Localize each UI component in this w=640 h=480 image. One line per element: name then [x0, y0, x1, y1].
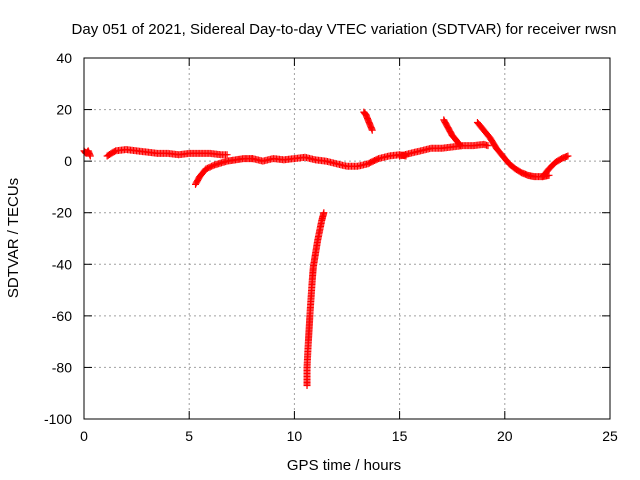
y-axis-label: SDTVAR / TECUs — [5, 178, 22, 298]
y-tick-label: 0 — [64, 153, 72, 169]
y-tick-label: -20 — [52, 205, 72, 221]
x-tick-label: 10 — [287, 428, 303, 444]
y-tick-label: -40 — [52, 256, 72, 272]
x-axis-label: GPS time / hours — [287, 457, 401, 474]
y-tick-label: -100 — [44, 411, 72, 427]
axis-ticks: 0 5 10 15 20 25 -100 -80 -60 -40 -20 0 20 40 — [44, 50, 618, 444]
y-tick-label: -80 — [52, 359, 72, 375]
y-tick-label: 20 — [56, 102, 72, 118]
x-tick-label: 5 — [185, 428, 193, 444]
x-tick-label: 15 — [392, 428, 408, 444]
plot-frame — [83, 57, 611, 420]
data-point — [86, 152, 94, 160]
y-tick-label: 40 — [56, 50, 72, 66]
data-point — [456, 141, 464, 149]
data-point — [484, 142, 492, 150]
data-point — [223, 151, 231, 159]
y-tick-label: -60 — [52, 308, 72, 324]
x-tick-label: 0 — [80, 428, 88, 444]
data-point — [564, 152, 572, 160]
chart-title: Day 051 of 2021, Sidereal Day-to-day VTE… — [72, 21, 617, 38]
x-tick-label: 20 — [497, 428, 513, 444]
data-points — [80, 108, 572, 389]
x-tick-label: 25 — [602, 428, 618, 444]
data-point — [320, 209, 328, 217]
data-point — [457, 142, 465, 150]
grid — [84, 58, 610, 419]
data-point — [368, 126, 376, 134]
